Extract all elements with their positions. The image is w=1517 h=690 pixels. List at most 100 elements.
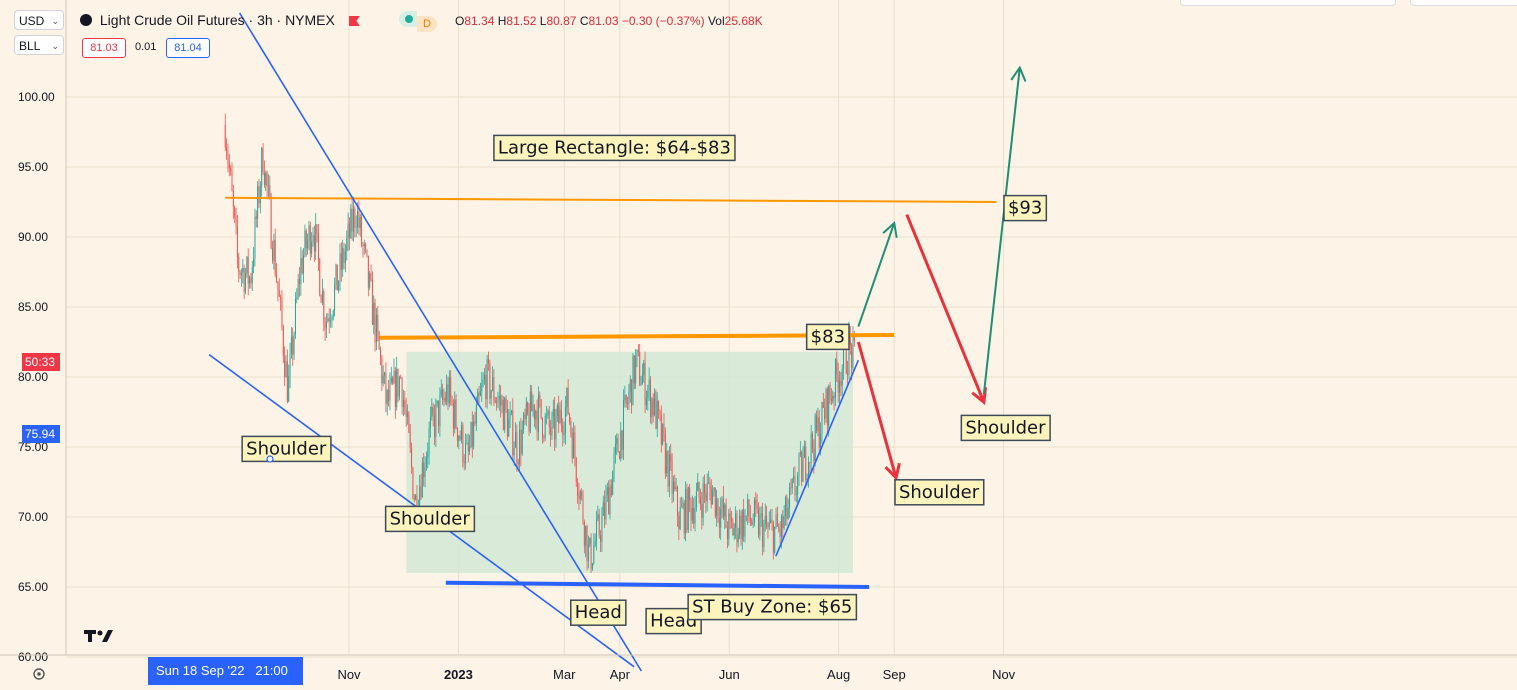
y-tick-label: 95.00 bbox=[18, 160, 48, 174]
candle-body bbox=[397, 368, 399, 397]
candle-body bbox=[771, 519, 773, 523]
candle-body bbox=[321, 291, 323, 303]
annotations: Large Rectangle: $64-$83 $83 $93 Shoulder Sh… bbox=[241, 134, 1051, 635]
candle-body bbox=[544, 415, 546, 438]
y-tick-label: 70.00 bbox=[18, 510, 48, 524]
candle-body bbox=[311, 241, 313, 254]
y-tick-label: 75.00 bbox=[18, 440, 48, 454]
candle-body bbox=[519, 429, 521, 464]
candle-body bbox=[838, 381, 840, 393]
x-tick-label: Apr bbox=[610, 667, 631, 682]
buy-price-button[interactable]: 81.04 bbox=[166, 38, 210, 58]
candle-body bbox=[770, 519, 772, 523]
sell-price-button[interactable]: 81.03 bbox=[82, 38, 126, 58]
symbol-title-row[interactable]: Light Crude Oil Futures · 3h · NYMEX bbox=[80, 12, 360, 28]
candle-body bbox=[420, 486, 422, 498]
annotation-box bbox=[894, 479, 985, 506]
x-tick-label: Jun bbox=[719, 667, 740, 682]
candle-body bbox=[703, 483, 705, 493]
candle-body bbox=[658, 401, 660, 412]
candle-body bbox=[718, 517, 720, 528]
candle-body bbox=[502, 399, 504, 430]
trendline bbox=[238, 12, 643, 672]
candle-body bbox=[618, 452, 620, 460]
candle-body bbox=[556, 405, 558, 416]
candle-body bbox=[280, 296, 282, 299]
candle-body bbox=[259, 186, 261, 204]
candle-body bbox=[744, 515, 746, 537]
candle-body bbox=[655, 392, 657, 429]
candle-body bbox=[450, 377, 452, 398]
candle-body bbox=[585, 526, 587, 546]
candle-body bbox=[805, 446, 807, 481]
candle-body bbox=[613, 454, 615, 472]
candle-body bbox=[575, 458, 577, 482]
candle-body bbox=[516, 432, 518, 463]
candle-body bbox=[559, 409, 561, 424]
candle-body bbox=[579, 491, 581, 499]
candle-body bbox=[288, 375, 290, 402]
candle-body bbox=[377, 314, 379, 333]
candle-body bbox=[312, 235, 314, 242]
candle-body bbox=[452, 403, 454, 429]
candle-body bbox=[508, 418, 510, 437]
candle-body bbox=[330, 320, 332, 322]
candle-body bbox=[327, 318, 329, 322]
candle-body bbox=[729, 513, 731, 517]
candle-body bbox=[694, 507, 696, 524]
candle-body bbox=[301, 258, 303, 274]
candle-body bbox=[670, 454, 672, 462]
candle-body bbox=[431, 407, 433, 417]
top-popup-edge bbox=[1180, 0, 1396, 6]
candle-body bbox=[550, 427, 552, 436]
candle-body bbox=[385, 372, 387, 404]
flag-icon[interactable] bbox=[348, 16, 360, 26]
candle-body bbox=[816, 415, 818, 431]
candle-body bbox=[415, 495, 417, 500]
unit-select[interactable]: BLL ⌄ bbox=[14, 35, 64, 55]
candle-body bbox=[342, 248, 344, 270]
candle-body bbox=[641, 375, 643, 385]
candle-body bbox=[668, 454, 670, 487]
annotation-box bbox=[645, 607, 702, 635]
candle-body bbox=[620, 430, 622, 460]
candle-body bbox=[432, 407, 434, 416]
candle-body bbox=[231, 171, 233, 191]
candle-body bbox=[512, 410, 514, 456]
candle-body bbox=[627, 403, 629, 405]
candle-body bbox=[297, 279, 299, 298]
candle-body bbox=[801, 451, 803, 482]
candle-body bbox=[309, 225, 311, 254]
candle-body bbox=[539, 394, 541, 400]
candle-body bbox=[370, 273, 372, 280]
candle-body bbox=[405, 409, 407, 418]
candle-body bbox=[470, 422, 472, 447]
candlesticks bbox=[224, 113, 855, 573]
candle-body bbox=[439, 395, 441, 426]
candle-body bbox=[753, 499, 755, 524]
candle-body bbox=[570, 421, 572, 433]
symbol-title: Light Crude Oil Futures · 3h · NYMEX bbox=[99, 12, 335, 28]
candle-body bbox=[325, 321, 327, 329]
candle-body bbox=[292, 336, 294, 355]
currency-select[interactable]: USD ⌄ bbox=[14, 10, 64, 30]
candle-body bbox=[471, 422, 473, 447]
settings-gear-icon[interactable] bbox=[32, 667, 46, 681]
candle-body bbox=[406, 413, 408, 418]
candle-body bbox=[332, 310, 334, 318]
candle-body bbox=[598, 514, 600, 536]
candle-body bbox=[486, 358, 488, 400]
market-badges[interactable]: D bbox=[399, 11, 437, 32]
candle-body bbox=[537, 394, 539, 432]
spread-value: 0.01 bbox=[135, 41, 157, 53]
candle-body bbox=[490, 390, 492, 399]
candle-body bbox=[293, 334, 295, 355]
annotation-box bbox=[960, 414, 1051, 442]
candle-body bbox=[586, 526, 588, 562]
candle-body bbox=[687, 487, 689, 531]
candle-body bbox=[239, 271, 241, 276]
candle-body bbox=[271, 248, 273, 261]
candle-body bbox=[674, 482, 676, 490]
consolidation-zone bbox=[406, 351, 853, 573]
